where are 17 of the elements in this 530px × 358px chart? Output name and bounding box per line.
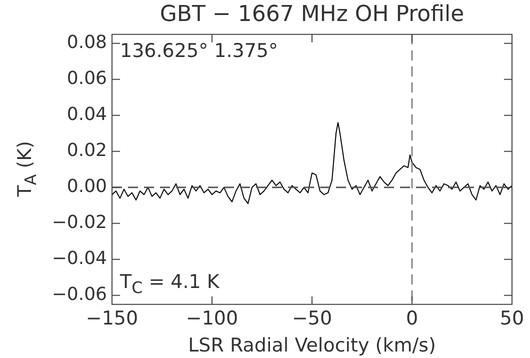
x-tick-label: 0 bbox=[406, 308, 418, 330]
y-tick-label: −0.02 bbox=[52, 212, 107, 234]
x-tick-label: −50 bbox=[292, 308, 332, 330]
x-tick-label: 50 bbox=[500, 308, 524, 330]
annotation: T$_{C}$ = 4.1 K bbox=[120, 271, 220, 298]
y-tick-label: −0.06 bbox=[52, 284, 107, 306]
annotation: 136.625° 1.375° bbox=[120, 40, 278, 62]
y-tick-label: −0.04 bbox=[52, 248, 107, 270]
x-tick-label: −150 bbox=[86, 308, 138, 330]
x-tick-label: −100 bbox=[186, 308, 238, 330]
chart-title: GBT − 1667 MHz OH Profile bbox=[160, 2, 464, 27]
y-tick-label: 0.00 bbox=[66, 176, 107, 198]
y-tick-label: 0.06 bbox=[66, 68, 107, 90]
y-tick-label: 0.04 bbox=[66, 104, 107, 126]
x-axis-title: LSR Radial Velocity (km/s) bbox=[188, 334, 436, 357]
y-tick-label: 0.08 bbox=[66, 32, 107, 54]
y-tick-label: 0.02 bbox=[66, 140, 107, 162]
